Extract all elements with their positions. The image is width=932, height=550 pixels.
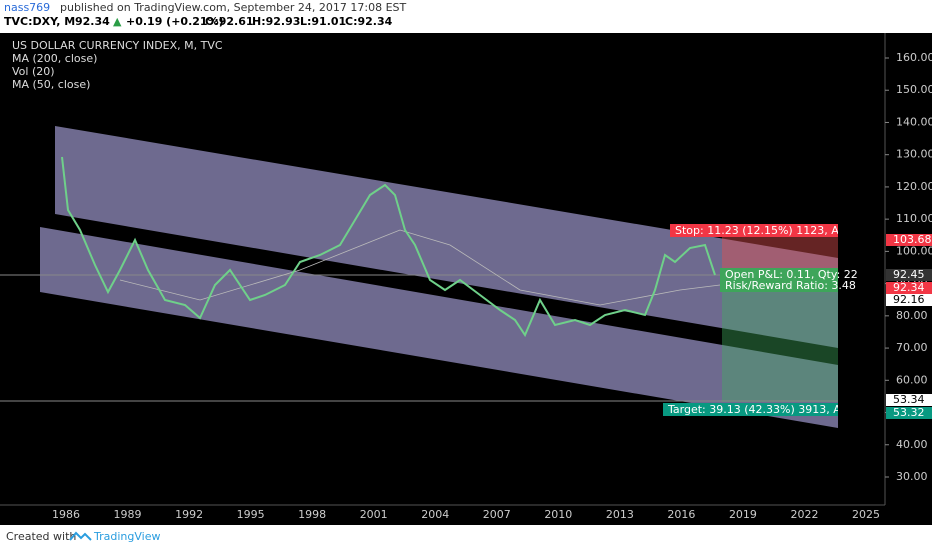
price-tick-label: 140.00 [896, 115, 932, 128]
time-tick-label: 1995 [237, 508, 265, 521]
up-arrow: ▲ [113, 15, 122, 28]
time-tick-label: 1989 [114, 508, 142, 521]
symbol: TVC:DXY, M [4, 15, 75, 28]
time-tick-label: 2013 [606, 508, 634, 521]
price-label-box [886, 294, 932, 306]
time-tick-label: 2016 [667, 508, 695, 521]
footer [0, 525, 932, 550]
footer-brand[interactable]: TradingView [93, 530, 160, 543]
footer-text: Created with [6, 530, 76, 543]
target-zone [722, 276, 838, 402]
price-tick-label: 60.00 [896, 373, 928, 386]
price-tick-label: 110.00 [896, 212, 932, 225]
open: O:92.61 [205, 15, 254, 28]
time-tick-label: 2019 [729, 508, 757, 521]
channel-upper [55, 126, 838, 348]
target-label-box [663, 403, 838, 416]
price-tick-label: 100.00 [896, 244, 932, 257]
price-label-box [886, 282, 932, 294]
price-tick-label: 120.00 [896, 180, 932, 193]
logo [69, 531, 92, 541]
price-tick-label: 130.00 [896, 148, 932, 161]
time-tick-label: 1998 [298, 508, 326, 521]
high: H:92.93 [252, 15, 300, 28]
price-label: 53.32 [893, 406, 925, 419]
price-tick-label: 80.00 [896, 309, 928, 322]
stop-label: Stop: 11.23 (12.15%) 1123, Amount: 752.9… [675, 224, 920, 237]
price-label-box [886, 407, 932, 419]
price-tick-label: 70.00 [896, 341, 928, 354]
price-label-box [886, 269, 932, 281]
stop-label-box [670, 224, 838, 237]
time-tick-label: 2001 [360, 508, 388, 521]
change: +0.19 (+0.21%) [126, 15, 224, 28]
symbol-line: TVC:DXY, M 92.34 +0.19 (+0.21%) O:92.61 … [4, 15, 393, 28]
target-label: Target: 39.13 (42.33%) 3913, Amount: 186… [667, 403, 922, 416]
legend-item: MA (50, close) [12, 78, 90, 91]
time-tick-label: 1992 [175, 508, 203, 521]
channel-lower [40, 227, 838, 428]
pnl: Open P&L: 0.11, Qty: 22 [725, 268, 858, 281]
time-tick-label: 2010 [544, 508, 572, 521]
price-label: 92.34 [893, 281, 925, 294]
price-tick-label: 40.00 [896, 438, 928, 451]
low: L:91.01 [300, 15, 346, 28]
time-tick-label: 2025 [852, 508, 880, 521]
price-tick-label: 160.00 [896, 51, 932, 64]
time-tick-label: 2004 [421, 508, 449, 521]
legend-item: MA (200, close) [12, 52, 97, 65]
pnl-box [720, 268, 838, 292]
price-label: 92.45 [893, 268, 925, 281]
legend-item: Vol (20) [12, 65, 55, 78]
time-tick-label: 2007 [483, 508, 511, 521]
price-label: 92.16 [893, 293, 925, 306]
time-tick-label: 1986 [52, 508, 80, 521]
price: 92.34 [75, 15, 110, 28]
price-label: 103.68 [893, 233, 932, 246]
price-label-box [886, 394, 932, 406]
price-path [61, 156, 716, 338]
author[interactable]: nass769 [4, 1, 50, 14]
price-label: 53.34 [893, 393, 925, 406]
published: published on TradingView.com, September … [60, 1, 407, 14]
price-tick-label: 150.00 [896, 83, 932, 96]
close: C:92.34 [345, 15, 393, 28]
price-label-box [886, 234, 932, 246]
legend-item: US DOLLAR CURRENCY INDEX, M, TVC [12, 39, 223, 52]
time-tick-label: 2022 [790, 508, 818, 521]
risk-reward: Risk/Reward Ratio: 3.48 [725, 279, 856, 292]
price-tick-label: 30.00 [896, 470, 928, 483]
